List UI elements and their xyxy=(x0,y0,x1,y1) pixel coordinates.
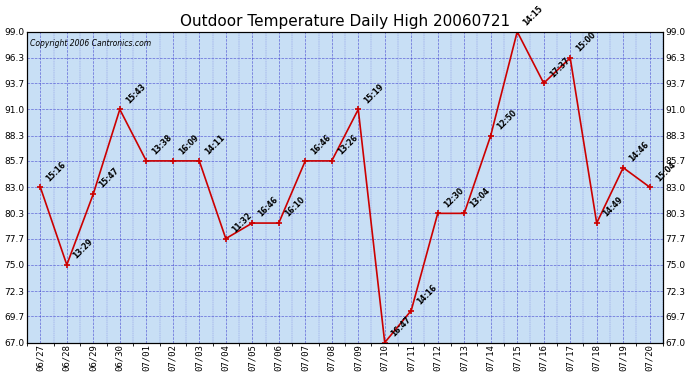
Text: 17:37: 17:37 xyxy=(548,56,571,79)
Text: 16:46: 16:46 xyxy=(309,133,333,157)
Text: 12:50: 12:50 xyxy=(495,108,518,132)
Text: 16:46: 16:46 xyxy=(257,195,280,219)
Text: 13:38: 13:38 xyxy=(150,133,174,157)
Text: 16:09: 16:09 xyxy=(177,133,200,157)
Text: 15:16: 15:16 xyxy=(44,160,68,183)
Text: 14:11: 14:11 xyxy=(204,133,227,157)
Text: 14:15: 14:15 xyxy=(522,4,544,27)
Text: 15:19: 15:19 xyxy=(362,82,386,105)
Title: Outdoor Temperature Daily High 20060721: Outdoor Temperature Daily High 20060721 xyxy=(180,14,510,29)
Text: 15:47: 15:47 xyxy=(97,166,121,190)
Text: 15:00: 15:00 xyxy=(574,30,598,54)
Text: 13:29: 13:29 xyxy=(71,237,95,261)
Text: 14:49: 14:49 xyxy=(601,195,624,219)
Text: 16:10: 16:10 xyxy=(283,195,306,219)
Text: 14:46: 14:46 xyxy=(627,140,651,164)
Text: 16:47: 16:47 xyxy=(389,315,413,338)
Text: 12:30: 12:30 xyxy=(442,186,465,209)
Text: Copyright 2006 Cantronics.com: Copyright 2006 Cantronics.com xyxy=(30,39,151,48)
Text: 13:26: 13:26 xyxy=(336,133,359,157)
Text: 14:16: 14:16 xyxy=(415,283,439,306)
Text: 15:43: 15:43 xyxy=(124,82,147,105)
Text: 11:32: 11:32 xyxy=(230,211,253,234)
Text: 15:04: 15:04 xyxy=(654,160,677,183)
Text: 13:04: 13:04 xyxy=(469,186,492,209)
